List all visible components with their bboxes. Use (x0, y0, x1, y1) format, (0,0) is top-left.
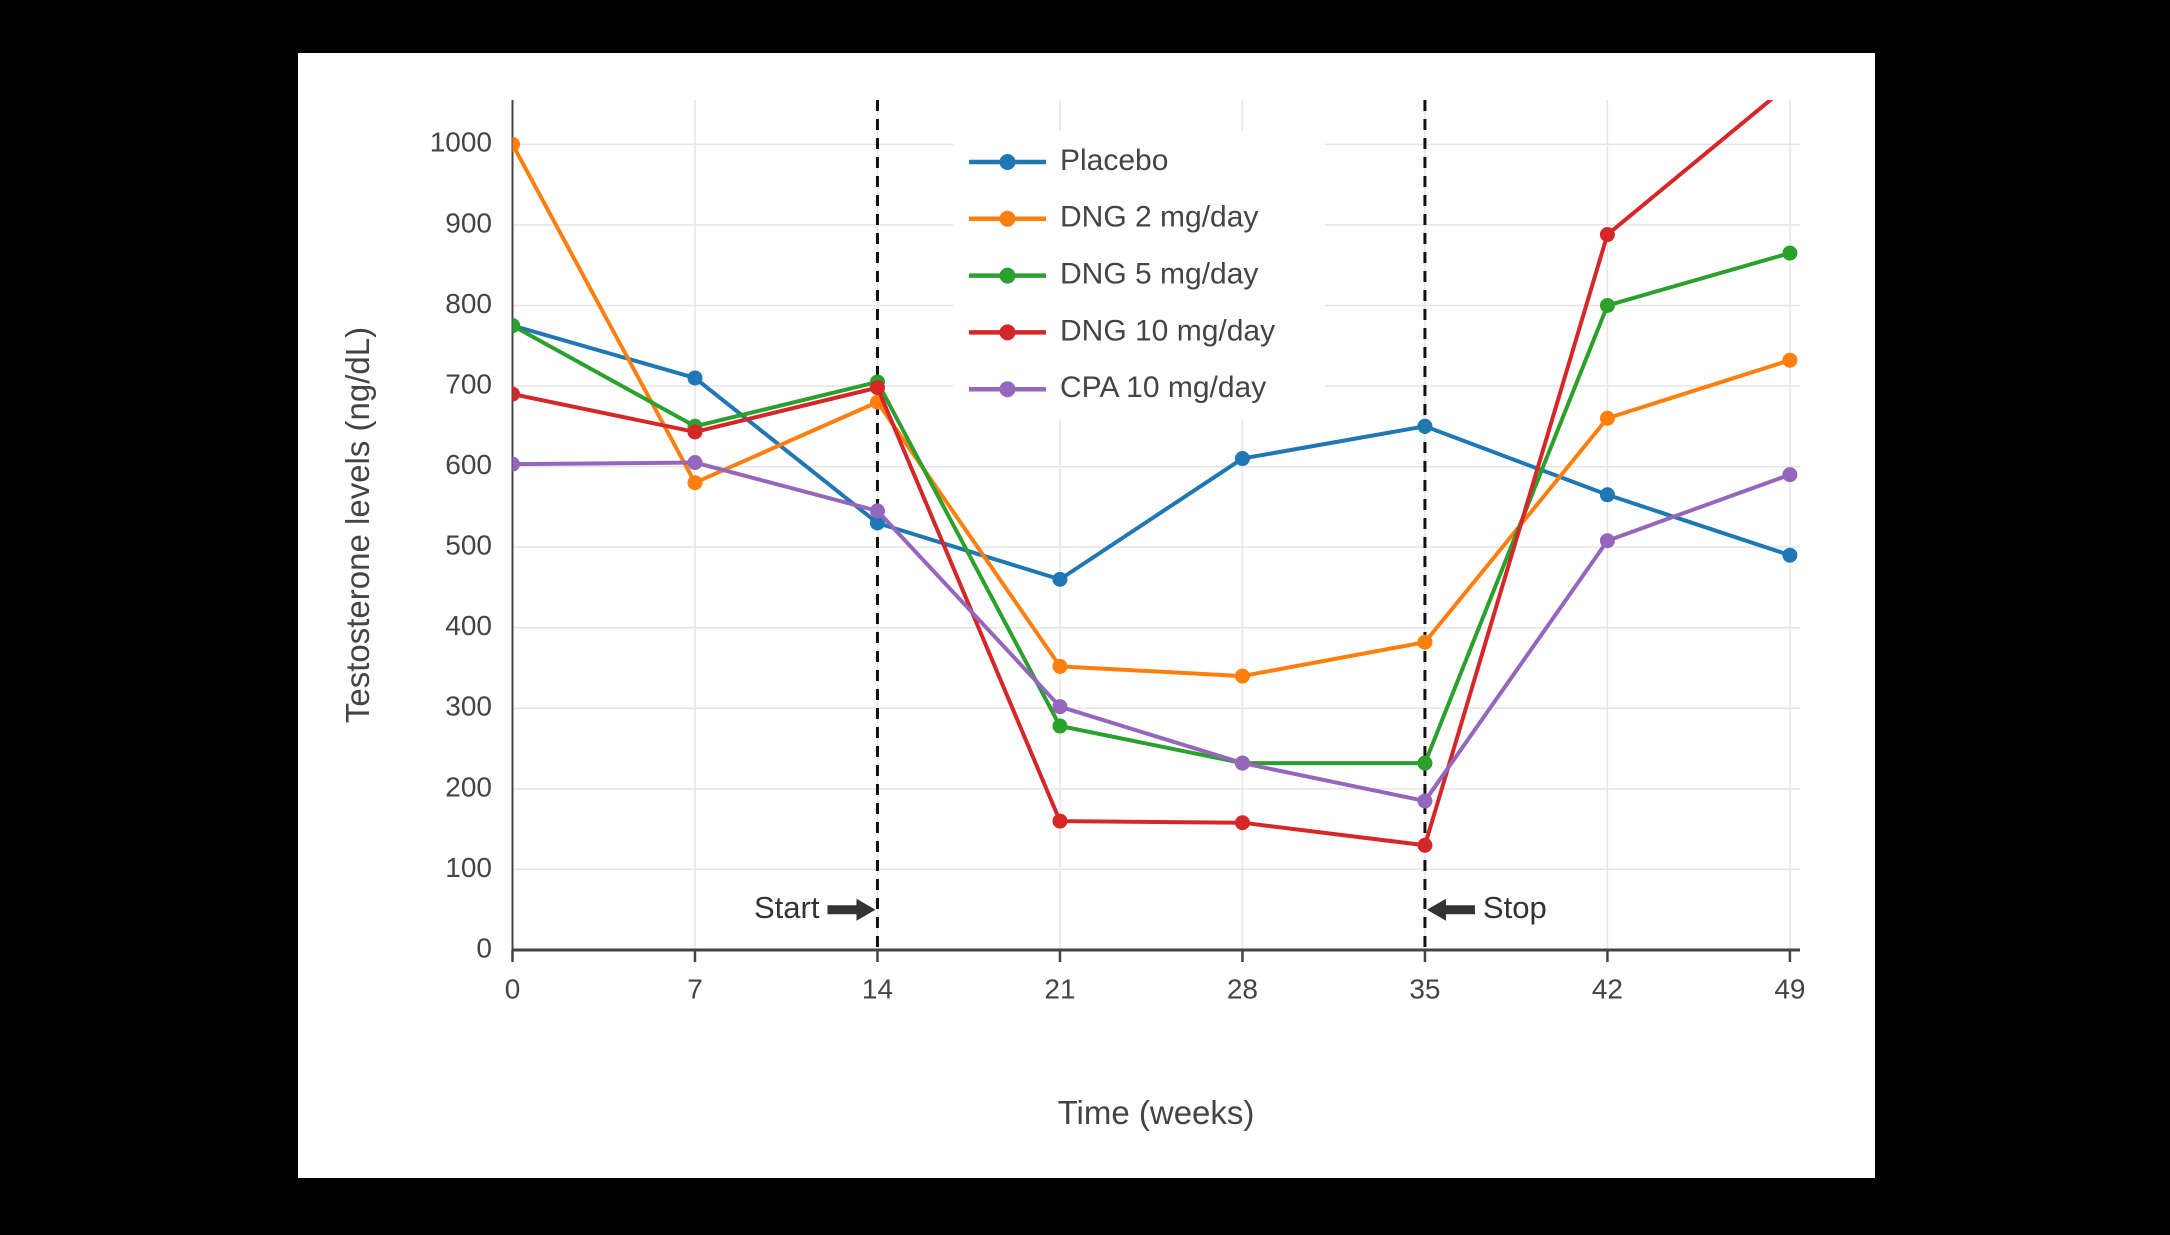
marker-dng-5-mg-day-wk21 (1052, 718, 1068, 734)
svg-text:35: 35 (1409, 973, 1440, 1004)
marker-dng-5-mg-day-wk49 (1782, 245, 1798, 261)
marker-dng-2-mg-day-wk49 (1782, 352, 1798, 368)
marker-dng-5-mg-day-wk42 (1599, 297, 1615, 313)
line-chart: 0 7 14 21 28 35 42 49 0 100 200 300 400 500 600 700 800 9… (430, 76, 1806, 1005)
svg-text:0: 0 (505, 973, 521, 1004)
marker-cpa-10-mg-day-wk14 (869, 503, 885, 519)
svg-text:900: 900 (445, 207, 492, 238)
legend-marker-dng-10-mg-day (999, 324, 1016, 341)
marker-dng-10-mg-day-wk42 (1599, 227, 1615, 243)
svg-text:0: 0 (476, 932, 492, 963)
legend-label-dng-5-mg-day: DNG 5 mg/day (1060, 258, 1258, 291)
marker-placebo-wk14 (869, 515, 885, 531)
series-placebo (512, 318, 1798, 587)
annotation-text-start: Start (754, 890, 820, 925)
marker-cpa-10-mg-day-wk0 (512, 456, 520, 472)
axes (511, 100, 1800, 962)
svg-text:800: 800 (445, 288, 492, 319)
svg-text:42: 42 (1592, 973, 1623, 1004)
marker-placebo-wk42 (1599, 487, 1615, 503)
annotation-arrow-left-icon (1426, 898, 1475, 921)
marker-dng-2-mg-day-wk21 (1052, 658, 1068, 674)
marker-cpa-10-mg-day-wk21 (1052, 699, 1068, 715)
annotation-arrow-right-icon (827, 898, 876, 921)
x-axis-title: Time (weeks) (1057, 1094, 1255, 1131)
legend-item-cpa-10-mg-day[interactable]: CPA 10 mg/day (969, 371, 1266, 404)
svg-text:14: 14 (862, 973, 893, 1004)
marker-placebo-wk35 (1417, 418, 1433, 434)
marker-dng-5-mg-day-wk0 (512, 318, 520, 334)
svg-text:100: 100 (445, 852, 492, 883)
marker-dng-10-mg-day-wk28 (1234, 815, 1250, 831)
series-group (512, 76, 1798, 853)
marker-dng-5-mg-day-wk35 (1417, 755, 1433, 771)
marker-dng-10-mg-day-wk49 (1782, 76, 1797, 91)
svg-text:21: 21 (1044, 973, 1075, 1004)
svg-text:600: 600 (445, 449, 492, 480)
svg-text:1000: 1000 (430, 127, 492, 158)
legend-item-placebo[interactable]: Placebo (969, 144, 1168, 177)
annotation-text-stop: Stop (1483, 890, 1547, 925)
legend-marker-cpa-10-mg-day (999, 381, 1016, 398)
legend-marker-dng-5-mg-day (999, 267, 1016, 284)
series-dng-10-mg-day (512, 76, 1797, 853)
marker-dng-2-mg-day-wk28 (1234, 668, 1250, 684)
marker-cpa-10-mg-day-wk35 (1417, 793, 1433, 809)
legend-marker-placebo (999, 154, 1016, 170)
svg-text:500: 500 (445, 530, 492, 561)
chart-panel: 0 7 14 21 28 35 42 49 0 100 200 300 400 500 600 700 800 9… (298, 53, 1875, 1178)
marker-dng-2-mg-day-wk0 (512, 136, 520, 152)
legend-item-dng-2-mg-day[interactable]: DNG 2 mg/day (969, 201, 1258, 234)
svg-text:400: 400 (445, 610, 492, 641)
marker-placebo-wk21 (1052, 571, 1068, 587)
marker-dng-10-mg-day-wk35 (1417, 837, 1433, 853)
annotations: Start Stop (754, 890, 1547, 925)
marker-dng-10-mg-day-wk14 (869, 380, 885, 396)
tick-labels: 0 7 14 21 28 35 42 49 0 100 200 300 400 500 600 700 800 9… (430, 127, 1806, 1005)
y-axis-title: Testosterone levels (ng/dL) (339, 326, 376, 724)
legend-label-cpa-10-mg-day: CPA 10 mg/day (1060, 371, 1266, 404)
marker-dng-2-mg-day-wk7 (687, 475, 703, 491)
marker-placebo-wk49 (1782, 547, 1798, 563)
legend-item-dng-10-mg-day[interactable]: DNG 10 mg/day (969, 314, 1275, 347)
svg-text:49: 49 (1774, 973, 1805, 1004)
marker-dng-10-mg-day-wk0 (512, 386, 520, 402)
legend-marker-dng-2-mg-day (999, 210, 1016, 227)
marker-cpa-10-mg-day-wk7 (687, 455, 703, 471)
svg-text:700: 700 (445, 368, 492, 399)
marker-dng-10-mg-day-wk21 (1052, 813, 1068, 829)
legend-label-dng-2-mg-day: DNG 2 mg/day (1060, 201, 1258, 234)
legend-label-placebo: Placebo (1060, 144, 1168, 177)
marker-placebo-wk28 (1234, 451, 1250, 467)
marker-placebo-wk7 (687, 370, 703, 386)
marker-dng-2-mg-day-wk35 (1417, 634, 1433, 650)
legend-label-dng-10-mg-day: DNG 10 mg/day (1060, 314, 1275, 347)
series-cpa-10-mg-day (512, 455, 1798, 809)
marker-dng-2-mg-day-wk42 (1599, 410, 1615, 426)
marker-cpa-10-mg-day-wk49 (1782, 467, 1798, 483)
legend: Placebo DNG 2 mg/day DNG 5 mg/day DNG 10 mg… (953, 131, 1325, 419)
marker-cpa-10-mg-day-wk42 (1599, 533, 1615, 549)
series-dng-5-mg-day (512, 245, 1798, 771)
svg-text:300: 300 (445, 691, 492, 722)
legend-item-dng-5-mg-day[interactable]: DNG 5 mg/day (969, 258, 1258, 291)
annotation-start: Start (754, 890, 876, 925)
marker-dng-10-mg-day-wk7 (687, 424, 703, 440)
marker-cpa-10-mg-day-wk28 (1234, 755, 1250, 771)
svg-text:200: 200 (445, 771, 492, 802)
svg-text:7: 7 (687, 973, 703, 1004)
svg-text:28: 28 (1227, 973, 1258, 1004)
annotation-stop: Stop (1426, 890, 1547, 925)
